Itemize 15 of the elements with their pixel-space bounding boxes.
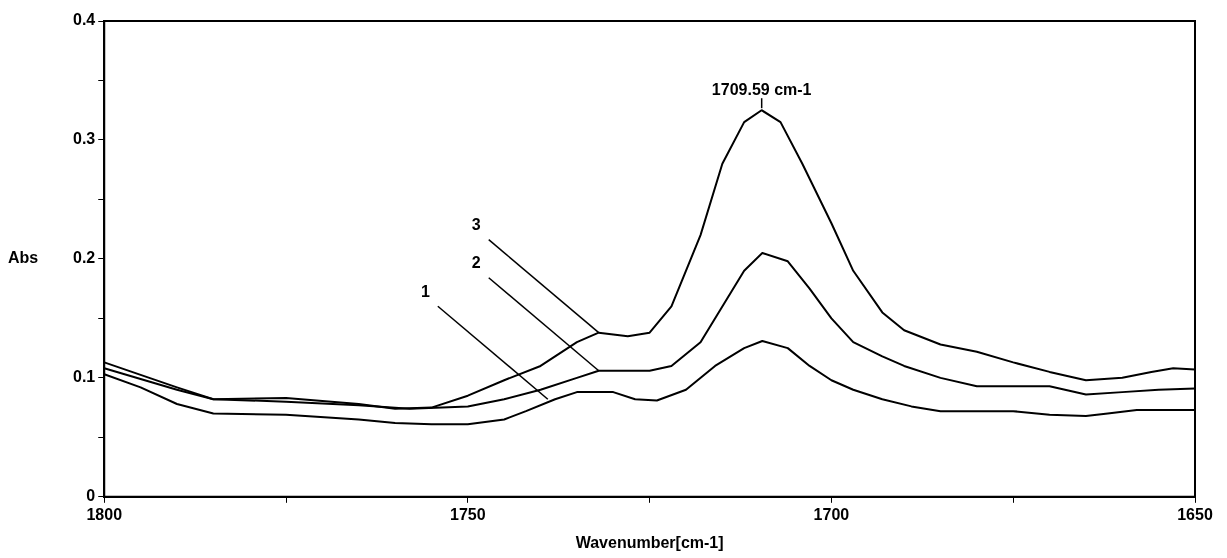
y-tick-label: 0 [86,487,96,505]
x-axis-title: Wavenumber[cm-1] [575,534,724,552]
y-tick-label: 0.2 [72,249,96,267]
annotation: 3 [471,216,481,234]
annotation: 2 [471,254,481,272]
x-tick-label: 1650 [1177,505,1213,523]
annotation: 1 [420,282,430,300]
y-axis-title: Abs [8,249,39,267]
annotation: 1709.59 cm-1 [711,80,812,98]
y-tick-label: 0.4 [72,11,96,29]
y-tick-label: 0.3 [72,130,96,148]
x-tick-label: 1800 [86,505,123,523]
x-tick-label: 1750 [450,505,486,523]
y-tick-label: 0.1 [72,368,96,386]
x-tick-label: 1700 [813,505,850,523]
